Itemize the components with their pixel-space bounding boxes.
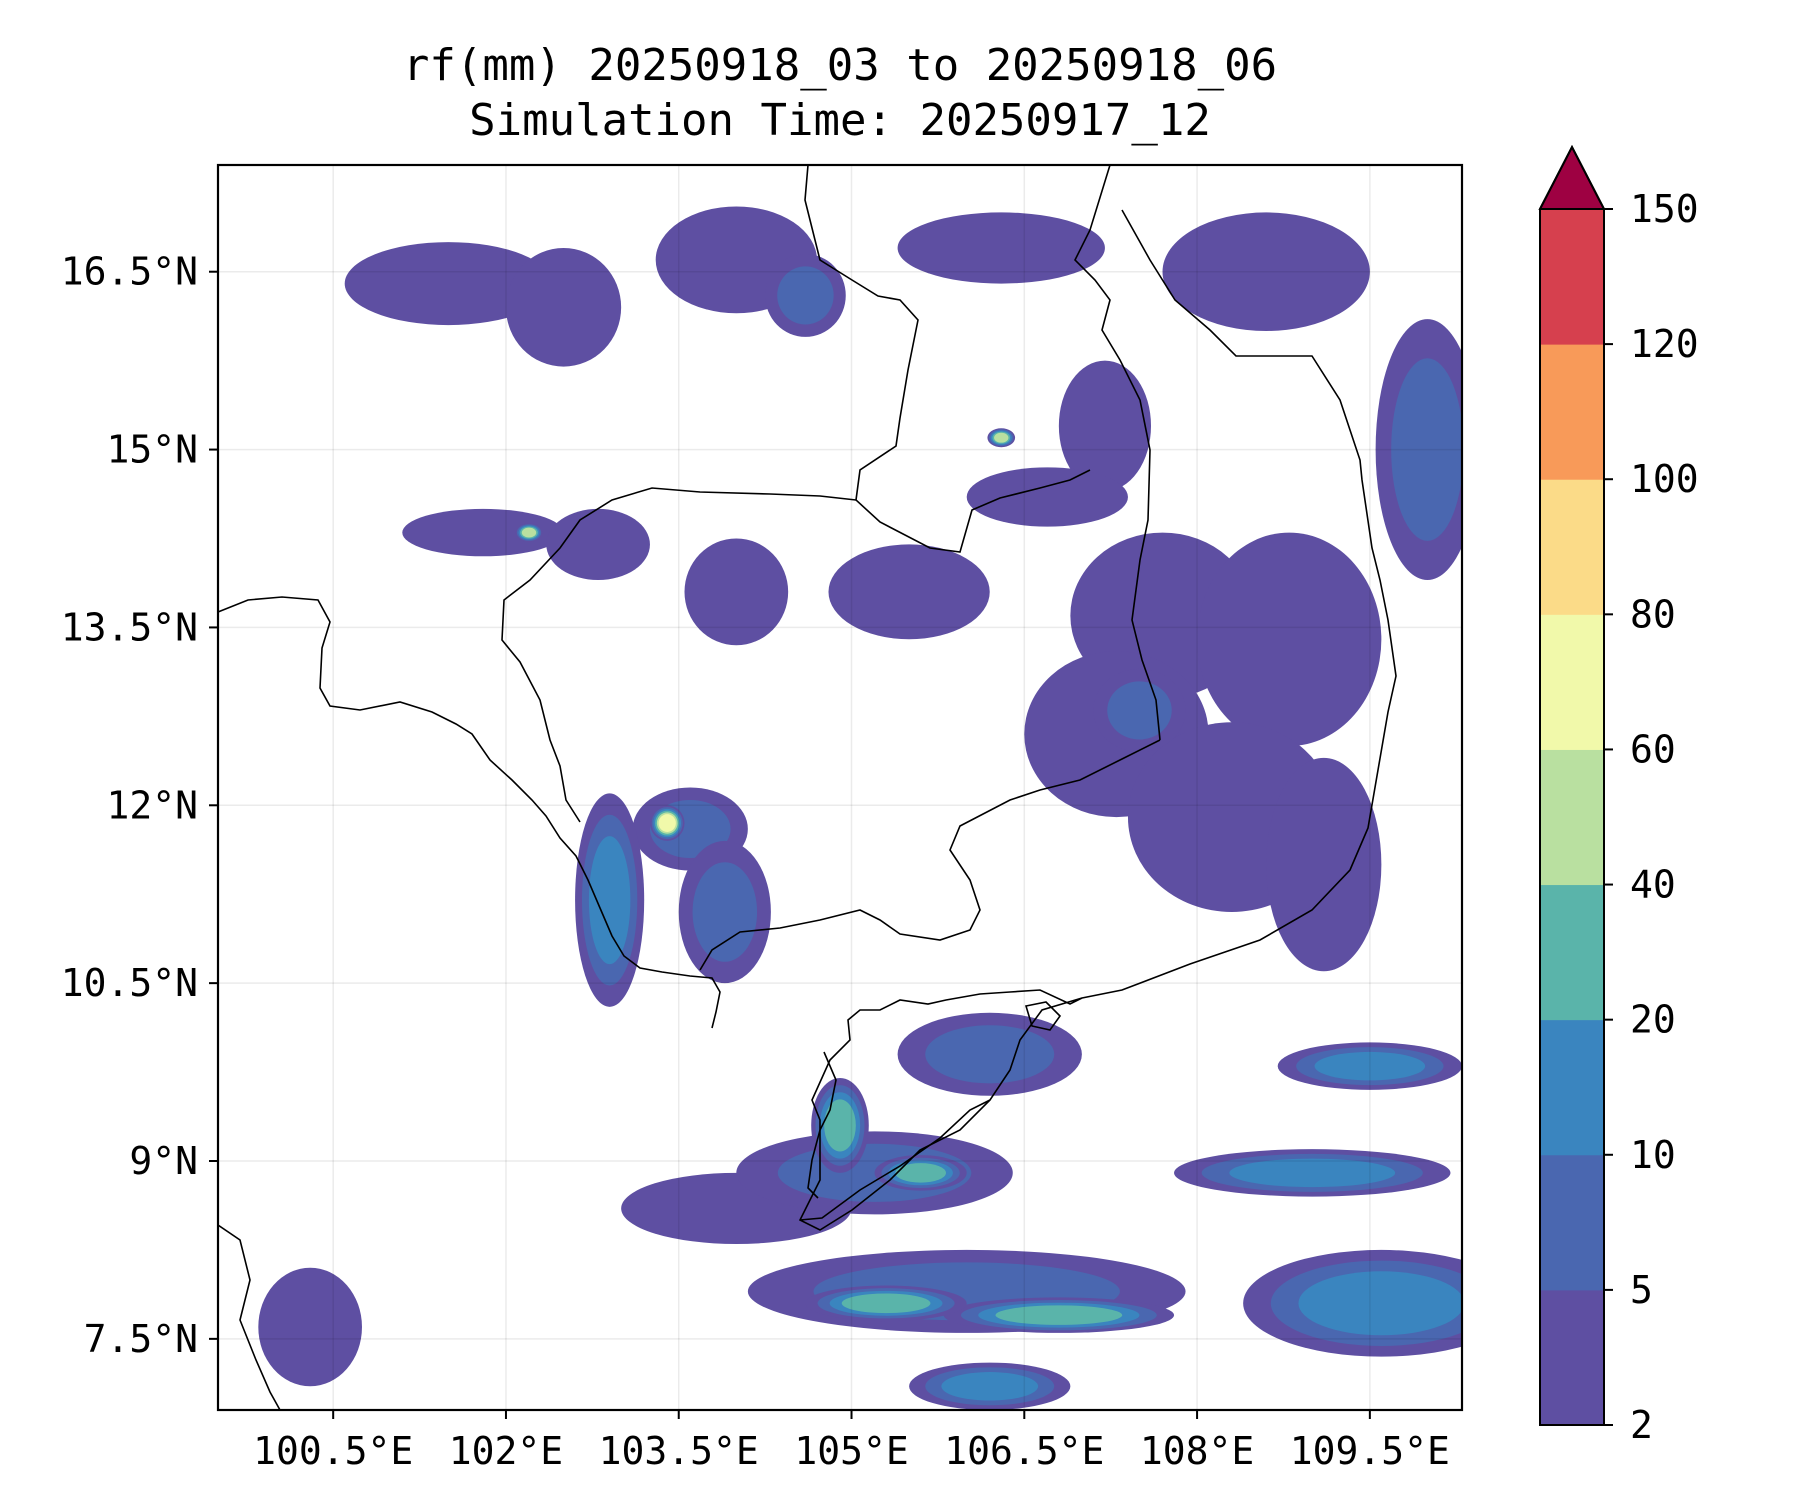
colorbar-segment-7 <box>1540 344 1604 480</box>
colorbar-tick-label: 40 <box>1630 863 1676 907</box>
thailand-laos-border <box>804 165 1091 553</box>
cambodia-vietnam-border <box>699 739 1161 971</box>
rain-cell-17-level-0 <box>258 1267 362 1387</box>
colorbar: 2 5 10 20 40 60 80 100 120 150 <box>1538 144 1699 1447</box>
latitude-ticks: 16.5°N 15°N 13.5°N 12°N 10.5°N 9°N 7.5°N <box>61 250 218 1361</box>
colorbar-tick-label: 80 <box>1630 592 1676 636</box>
rain-cell-7-level-0 <box>402 508 564 557</box>
rain-cell-4-level-0 <box>1162 212 1370 331</box>
rain-cell-19-level-1 <box>1391 358 1462 541</box>
colorbar-segment-1 <box>1540 1154 1604 1291</box>
colorbar-segment-8 <box>1540 209 1604 345</box>
rain-cell-8-level-0 <box>546 508 650 580</box>
lon-tick-label: 109.5°E <box>1290 1429 1450 1473</box>
rain-cell-23-level-1 <box>925 1025 1055 1084</box>
lat-tick-label: 10.5°N <box>61 961 198 1005</box>
colorbar-extend-triangle <box>1538 144 1606 210</box>
lon-tick-label: 105°E <box>794 1429 908 1473</box>
rain-cell-9-level-0 <box>684 538 789 646</box>
colorbar-tick-label: 10 <box>1630 1133 1676 1177</box>
lon-tick-label: 106.5°E <box>944 1429 1104 1473</box>
rain-cell-36-level-4 <box>994 432 1009 443</box>
rain-cell-34-level-3 <box>895 1163 946 1183</box>
map-area: 100.5°E 102°E 103.5°E 105°E 106.5°E 108°E 109.… <box>61 163 1464 1473</box>
colorbar-outline <box>1539 144 1605 1426</box>
lon-tick-label: 102°E <box>449 1429 563 1473</box>
colorbar-segment-6 <box>1540 479 1604 615</box>
colorbar-segment-4 <box>1540 749 1604 886</box>
rain-cell-18-level-1 <box>777 266 834 325</box>
rain-cell-6-level-0 <box>966 467 1128 527</box>
rain-cell-10-level-0 <box>828 544 990 640</box>
rain-cell-15-level-0 <box>1266 757 1382 972</box>
colorbar-tick-label: 5 <box>1630 1268 1653 1312</box>
rain-cell-30-level-2 <box>941 1372 1039 1401</box>
rain-cell-3-level-0 <box>897 212 1105 284</box>
laos-vietnam-border <box>1074 165 1161 741</box>
colorbar-segment-2 <box>1540 1019 1604 1156</box>
graticule <box>218 165 1462 1410</box>
colorbar-segment-3 <box>1540 884 1604 1021</box>
rain-cell-35-level-4 <box>521 527 537 538</box>
rain-cell-32-level-3 <box>841 1293 931 1314</box>
mekong-delta-outline <box>799 1099 991 1221</box>
rain-cell-0-level-0 <box>344 242 553 326</box>
colorbar-tick-label: 100 <box>1630 457 1699 501</box>
rain-cell-37-level-5 <box>658 814 676 832</box>
vietnam-coastline <box>798 209 1397 1231</box>
lon-tick-label: 103.5°E <box>599 1429 759 1473</box>
lat-tick-label: 16.5°N <box>61 250 198 294</box>
thailand-cambodia-coastline <box>218 596 721 1029</box>
map-frame <box>216 163 1464 1412</box>
rain-cell-5-level-0 <box>1058 360 1151 492</box>
rain-cell-28-level-2 <box>1229 1158 1396 1188</box>
rainfall-contours <box>258 206 1462 1410</box>
colorbar-tick-label: 60 <box>1630 727 1676 771</box>
rain-cell-1-level-0 <box>505 248 622 367</box>
rain-cell-31-level-3 <box>995 1305 1123 1325</box>
colorbar-segments <box>1540 209 1604 1426</box>
lat-tick-label: 7.5°N <box>84 1317 198 1361</box>
rain-cell-33-level-3 <box>824 1099 856 1152</box>
lat-tick-label: 15°N <box>106 428 198 472</box>
rain-cell-22-level-1 <box>692 862 758 962</box>
rain-cell-29-level-2 <box>1298 1271 1462 1336</box>
lon-tick-label: 100.5°E <box>253 1429 413 1473</box>
rain-cell-27-level-2 <box>1314 1051 1426 1081</box>
longitude-ticks: 100.5°E 102°E 103.5°E 105°E 106.5°E 108°E 109.… <box>253 1410 1450 1473</box>
map-subtitle: Simulation Time: 20250917_12 <box>469 95 1211 146</box>
colorbar-ticks: 2 5 10 20 40 60 80 100 120 150 <box>1604 187 1699 1447</box>
lat-tick-label: 13.5°N <box>61 605 198 649</box>
colorbar-segment-0 <box>1540 1289 1604 1426</box>
lon-tick-label: 108°E <box>1140 1429 1254 1473</box>
colorbar-segment-5 <box>1540 614 1604 750</box>
rain-cell-26-level-2 <box>588 836 631 965</box>
gulf-of-thailand-west-coast <box>218 1224 281 1410</box>
islands <box>807 1001 1062 1199</box>
colorbar-tick-label: 120 <box>1630 322 1699 366</box>
rain-cell-12-level-0 <box>1197 532 1382 746</box>
coastlines-and-borders <box>218 165 1397 1410</box>
lat-tick-label: 12°N <box>106 783 198 827</box>
colorbar-tick-label: 150 <box>1630 187 1699 231</box>
rain-cell-20-level-1 <box>1107 681 1172 740</box>
colorbar-tick-label: 2 <box>1630 1403 1653 1447</box>
colorbar-tick-label: 20 <box>1630 998 1676 1042</box>
lat-tick-label: 9°N <box>129 1139 198 1183</box>
map-title: rf(mm) 20250918_03 to 20250918_06 <box>403 40 1277 91</box>
thailand-cambodia-border <box>501 487 857 823</box>
